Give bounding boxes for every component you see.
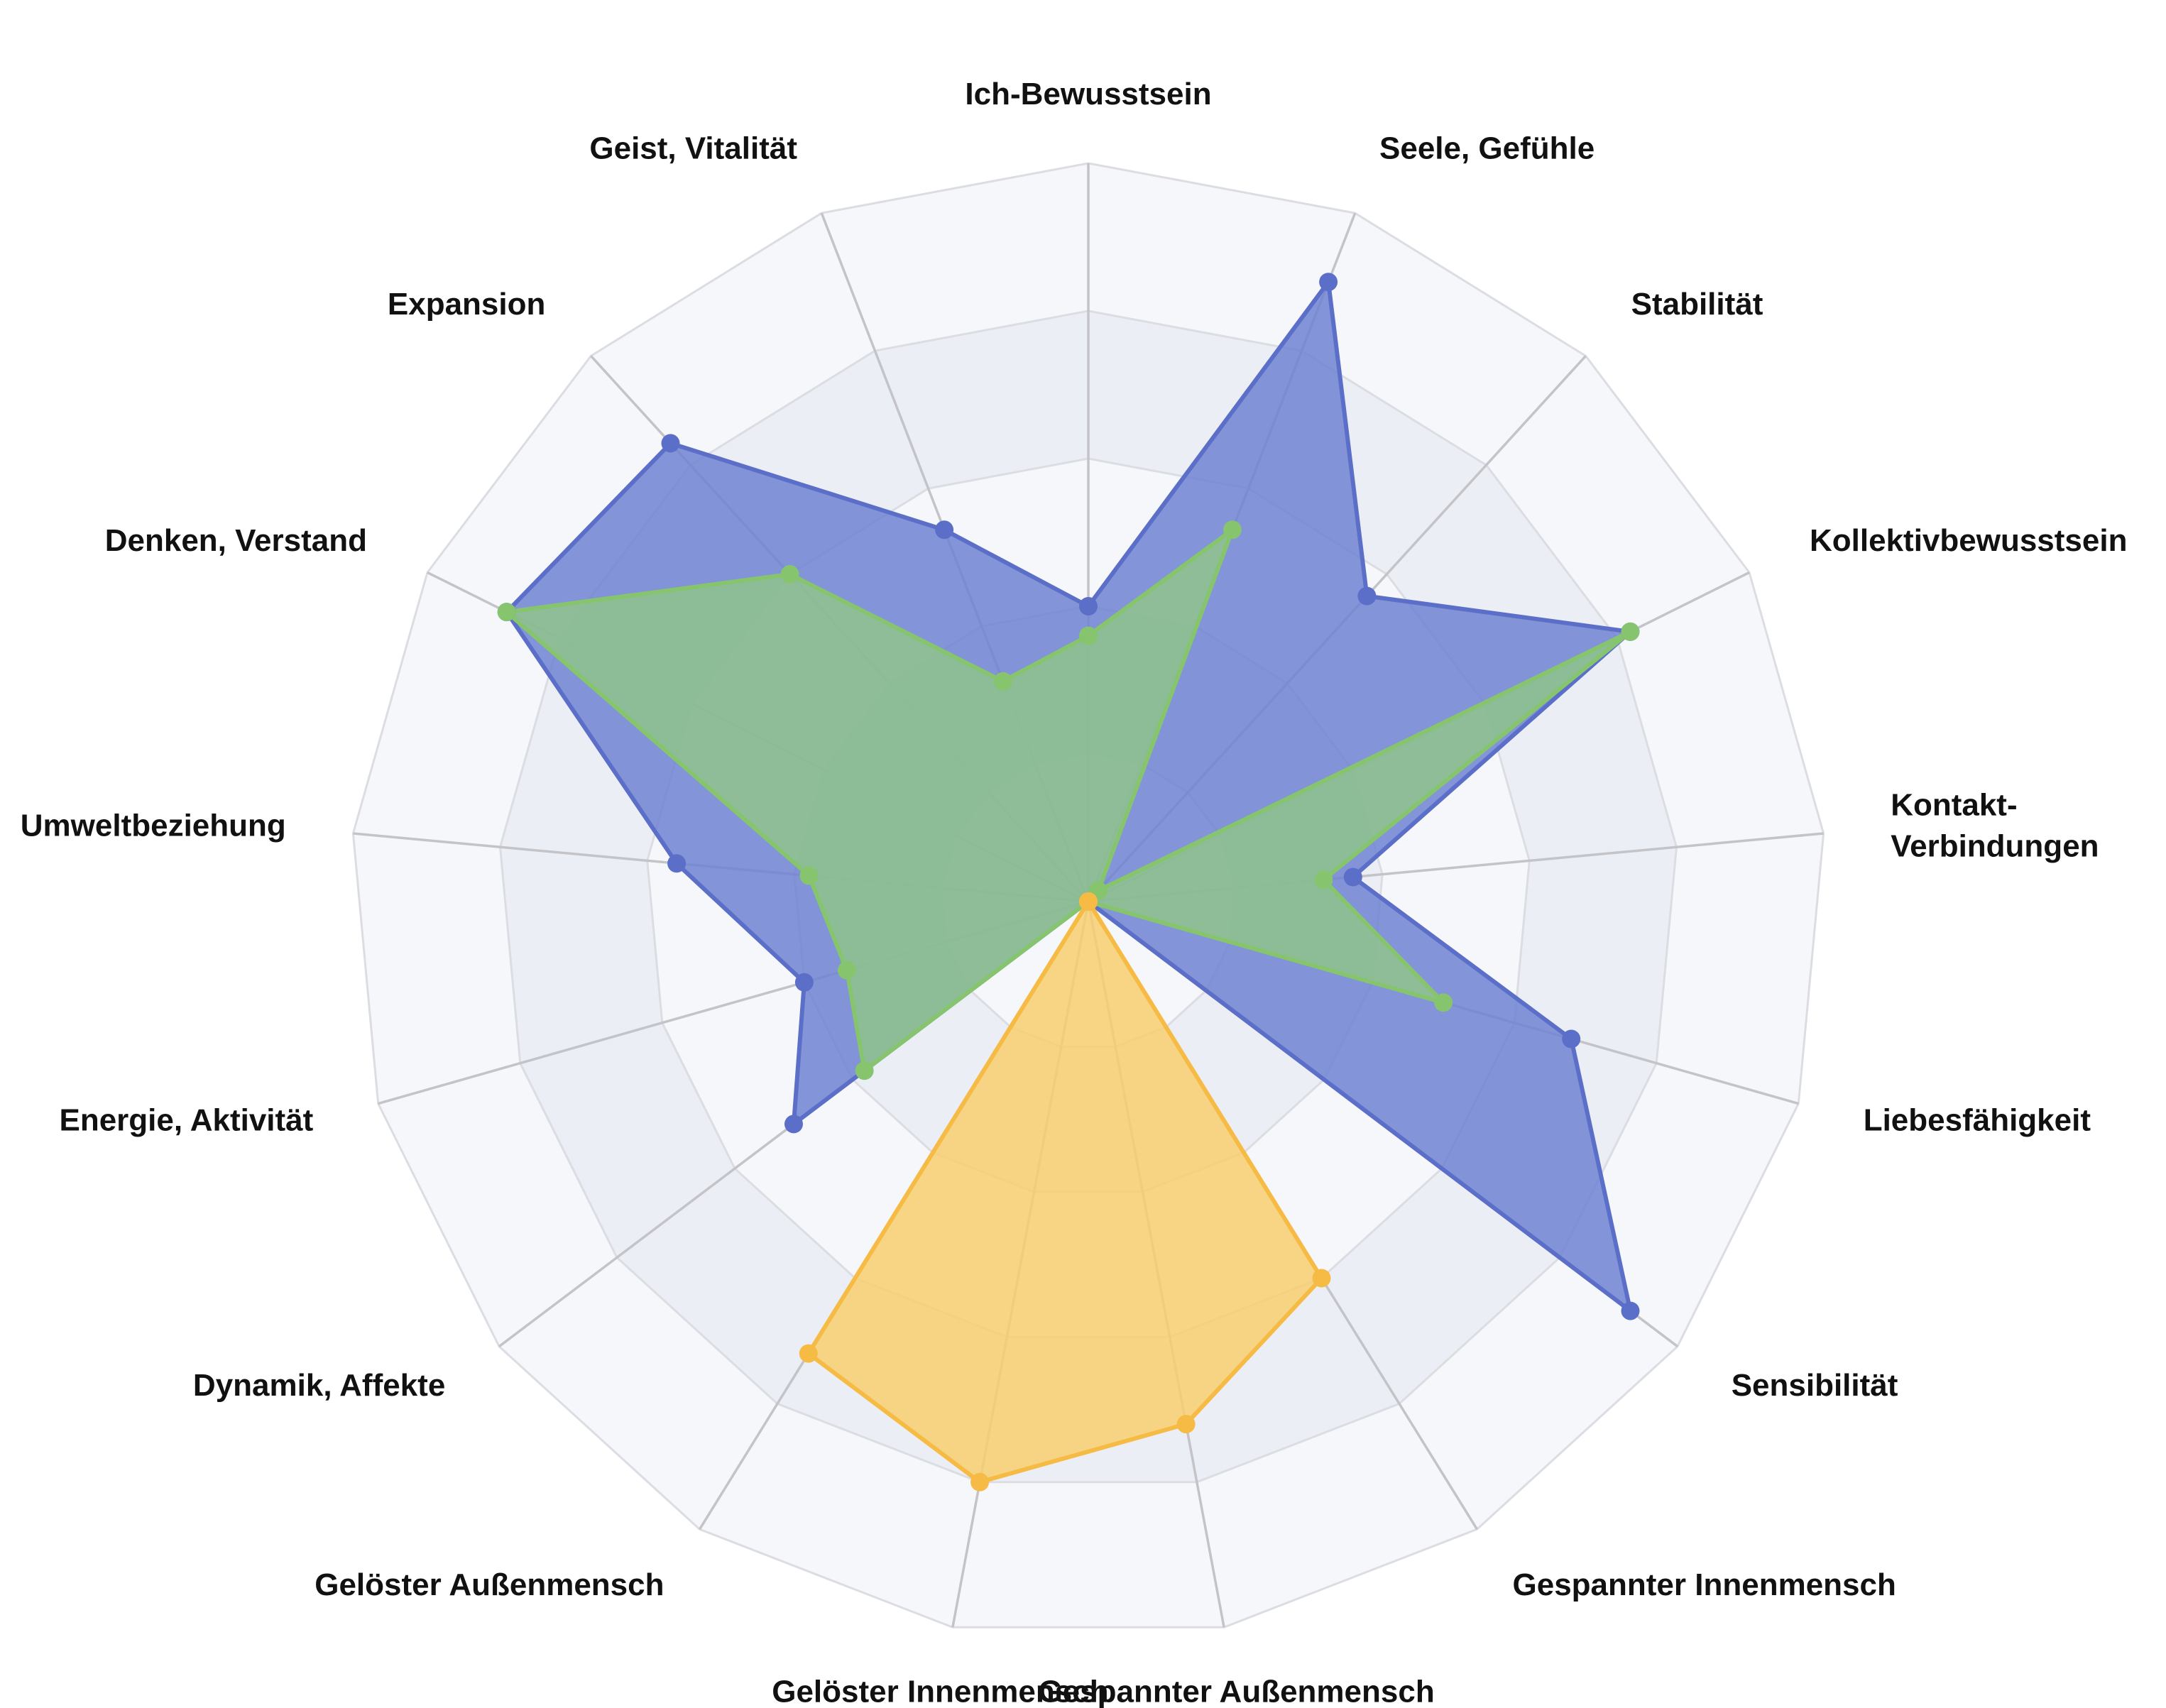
axis-label-seele-gefühle: Seele, Gefühle xyxy=(1379,131,1595,165)
axis-label-liebesfähigkeit: Liebesfähigkeit xyxy=(1864,1102,2091,1137)
series-1-point-liebesfähigkeit xyxy=(1562,1029,1581,1049)
series-1-point-seele-gefühle xyxy=(1319,273,1338,292)
series-3-point-gelöster-innenmensch xyxy=(970,1472,990,1491)
series-2-point-energie-aktivität xyxy=(837,960,856,980)
series-2-point-ich-bewusstsein xyxy=(1079,626,1098,645)
axis-label-umweltbeziehung: Umweltbeziehung xyxy=(21,808,286,843)
axis-labels: Ich-Bewusstsein Seele, Gefühle Stabilität K… xyxy=(21,77,2128,1708)
series-1-point-sensibilität xyxy=(1621,1301,1640,1320)
axis-label-expansion: Expansion xyxy=(388,287,546,322)
series-1-point-umweltbeziehung xyxy=(667,854,687,873)
series-1-point-stabilität xyxy=(1357,586,1377,606)
series-1-point-ich-bewusstsein xyxy=(1079,597,1098,615)
axis-label-ich-bewusstsein: Ich-Bewusstsein xyxy=(965,77,1211,111)
series-2-point-umweltbeziehung xyxy=(799,866,819,885)
series-3-area xyxy=(806,899,1324,1484)
axis-label-denken-verstand: Denken, Verstand xyxy=(105,523,367,558)
axis-label-geist-vitalität: Geist, Vitalität xyxy=(589,131,797,165)
axis-label-dynamik-affekte: Dynamik, Affekte xyxy=(193,1368,445,1403)
series-points xyxy=(497,273,1640,1491)
series-2-point-seele-gefühle xyxy=(1223,520,1242,540)
grid-ring-5 xyxy=(351,162,1825,1628)
series-1-point-dynamik-affekte xyxy=(784,1115,803,1134)
series-2-point-denken-verstand xyxy=(497,603,516,622)
series-3-point-geist-vitalität xyxy=(1079,892,1098,911)
axis-label-kontakt-verbindungen: Kontakt-Verbindungen xyxy=(1891,787,2099,863)
series-1-point-energie-aktivität xyxy=(794,973,814,992)
axis-label-gespannter-innenmensch: Gespannter Innenmensch xyxy=(1513,1567,1896,1602)
axis-label-sensibilität: Sensibilität xyxy=(1732,1368,1898,1403)
series-2-point-expansion xyxy=(780,564,799,584)
series-2-point-dynamik-affekte xyxy=(855,1061,874,1080)
axis-label-energie-aktivität: Energie, Aktivität xyxy=(59,1102,313,1137)
series-1-point-geist-vitalität xyxy=(935,520,954,540)
series-2-point-kollektivbewusstsein xyxy=(1621,622,1640,641)
axis-label-stabilität: Stabilität xyxy=(1631,287,1763,322)
series-3-point-gespannter-außenmensch xyxy=(1176,1415,1196,1434)
series-areas xyxy=(504,280,1633,1484)
axis-label-gelöster-innenmensch: Gelöster Innenmensch xyxy=(772,1674,1108,1708)
series-2-point-geist-vitalität xyxy=(993,672,1012,691)
series-2-area xyxy=(504,527,1633,1073)
axis-label-gespannter-außenmensch: Gespannter Außenmensch xyxy=(1038,1674,1434,1708)
series-3-point-gespannter-innenmensch xyxy=(1312,1269,1331,1288)
axis-label-kollektivbewusstsein: Kollektivbewusstsein xyxy=(1810,523,2127,558)
series-3-point-gelöster-außenmensch xyxy=(799,1344,818,1363)
series-1-point-expansion xyxy=(661,434,680,453)
series-1-point-kontakt-verbindungen xyxy=(1343,867,1362,887)
axis-label-gelöster-außenmensch: Gelöster Außenmensch xyxy=(314,1567,664,1602)
series-2-point-kontakt-verbindungen xyxy=(1314,870,1333,889)
series-2-point-liebesfähigkeit xyxy=(1434,993,1453,1012)
